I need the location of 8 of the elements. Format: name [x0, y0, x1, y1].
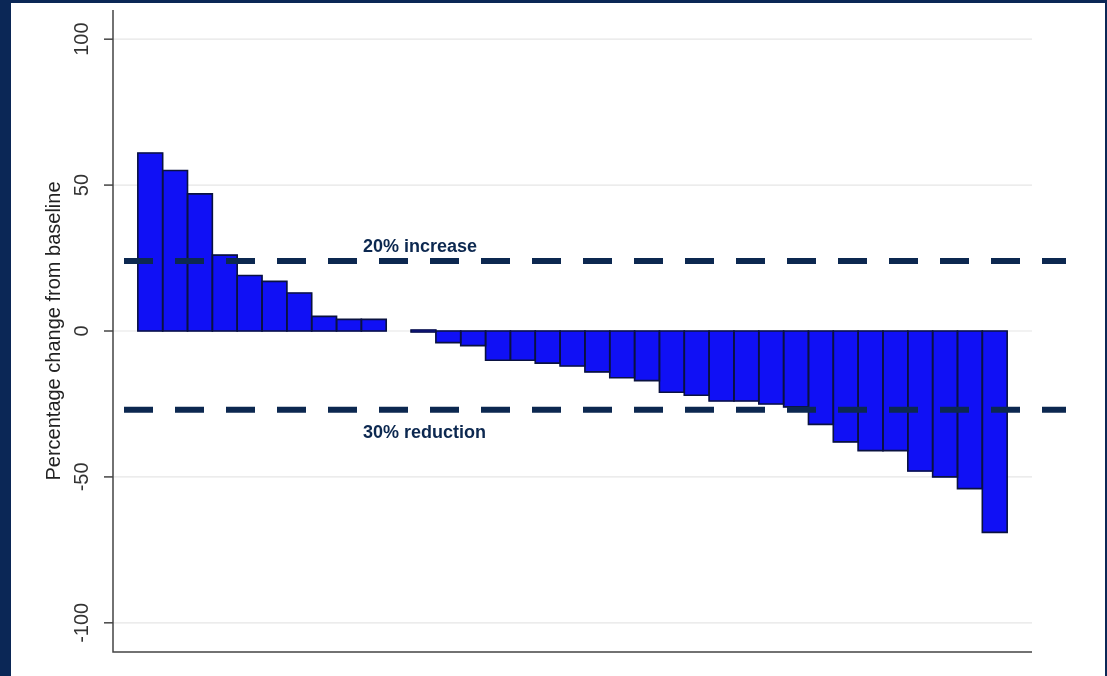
y-tick-label: 0 — [69, 325, 92, 337]
ref-line-label: 30% reduction — [362, 421, 486, 442]
y-tick-label: -50 — [69, 462, 92, 492]
y-tick-label: -100 — [69, 602, 92, 643]
y-tick-label: 50 — [69, 173, 92, 197]
ref-line-label: 20% increase — [362, 235, 478, 256]
y-tick-label: 100 — [69, 22, 92, 56]
y-axis-title: Percentage change from baseline — [41, 181, 64, 481]
